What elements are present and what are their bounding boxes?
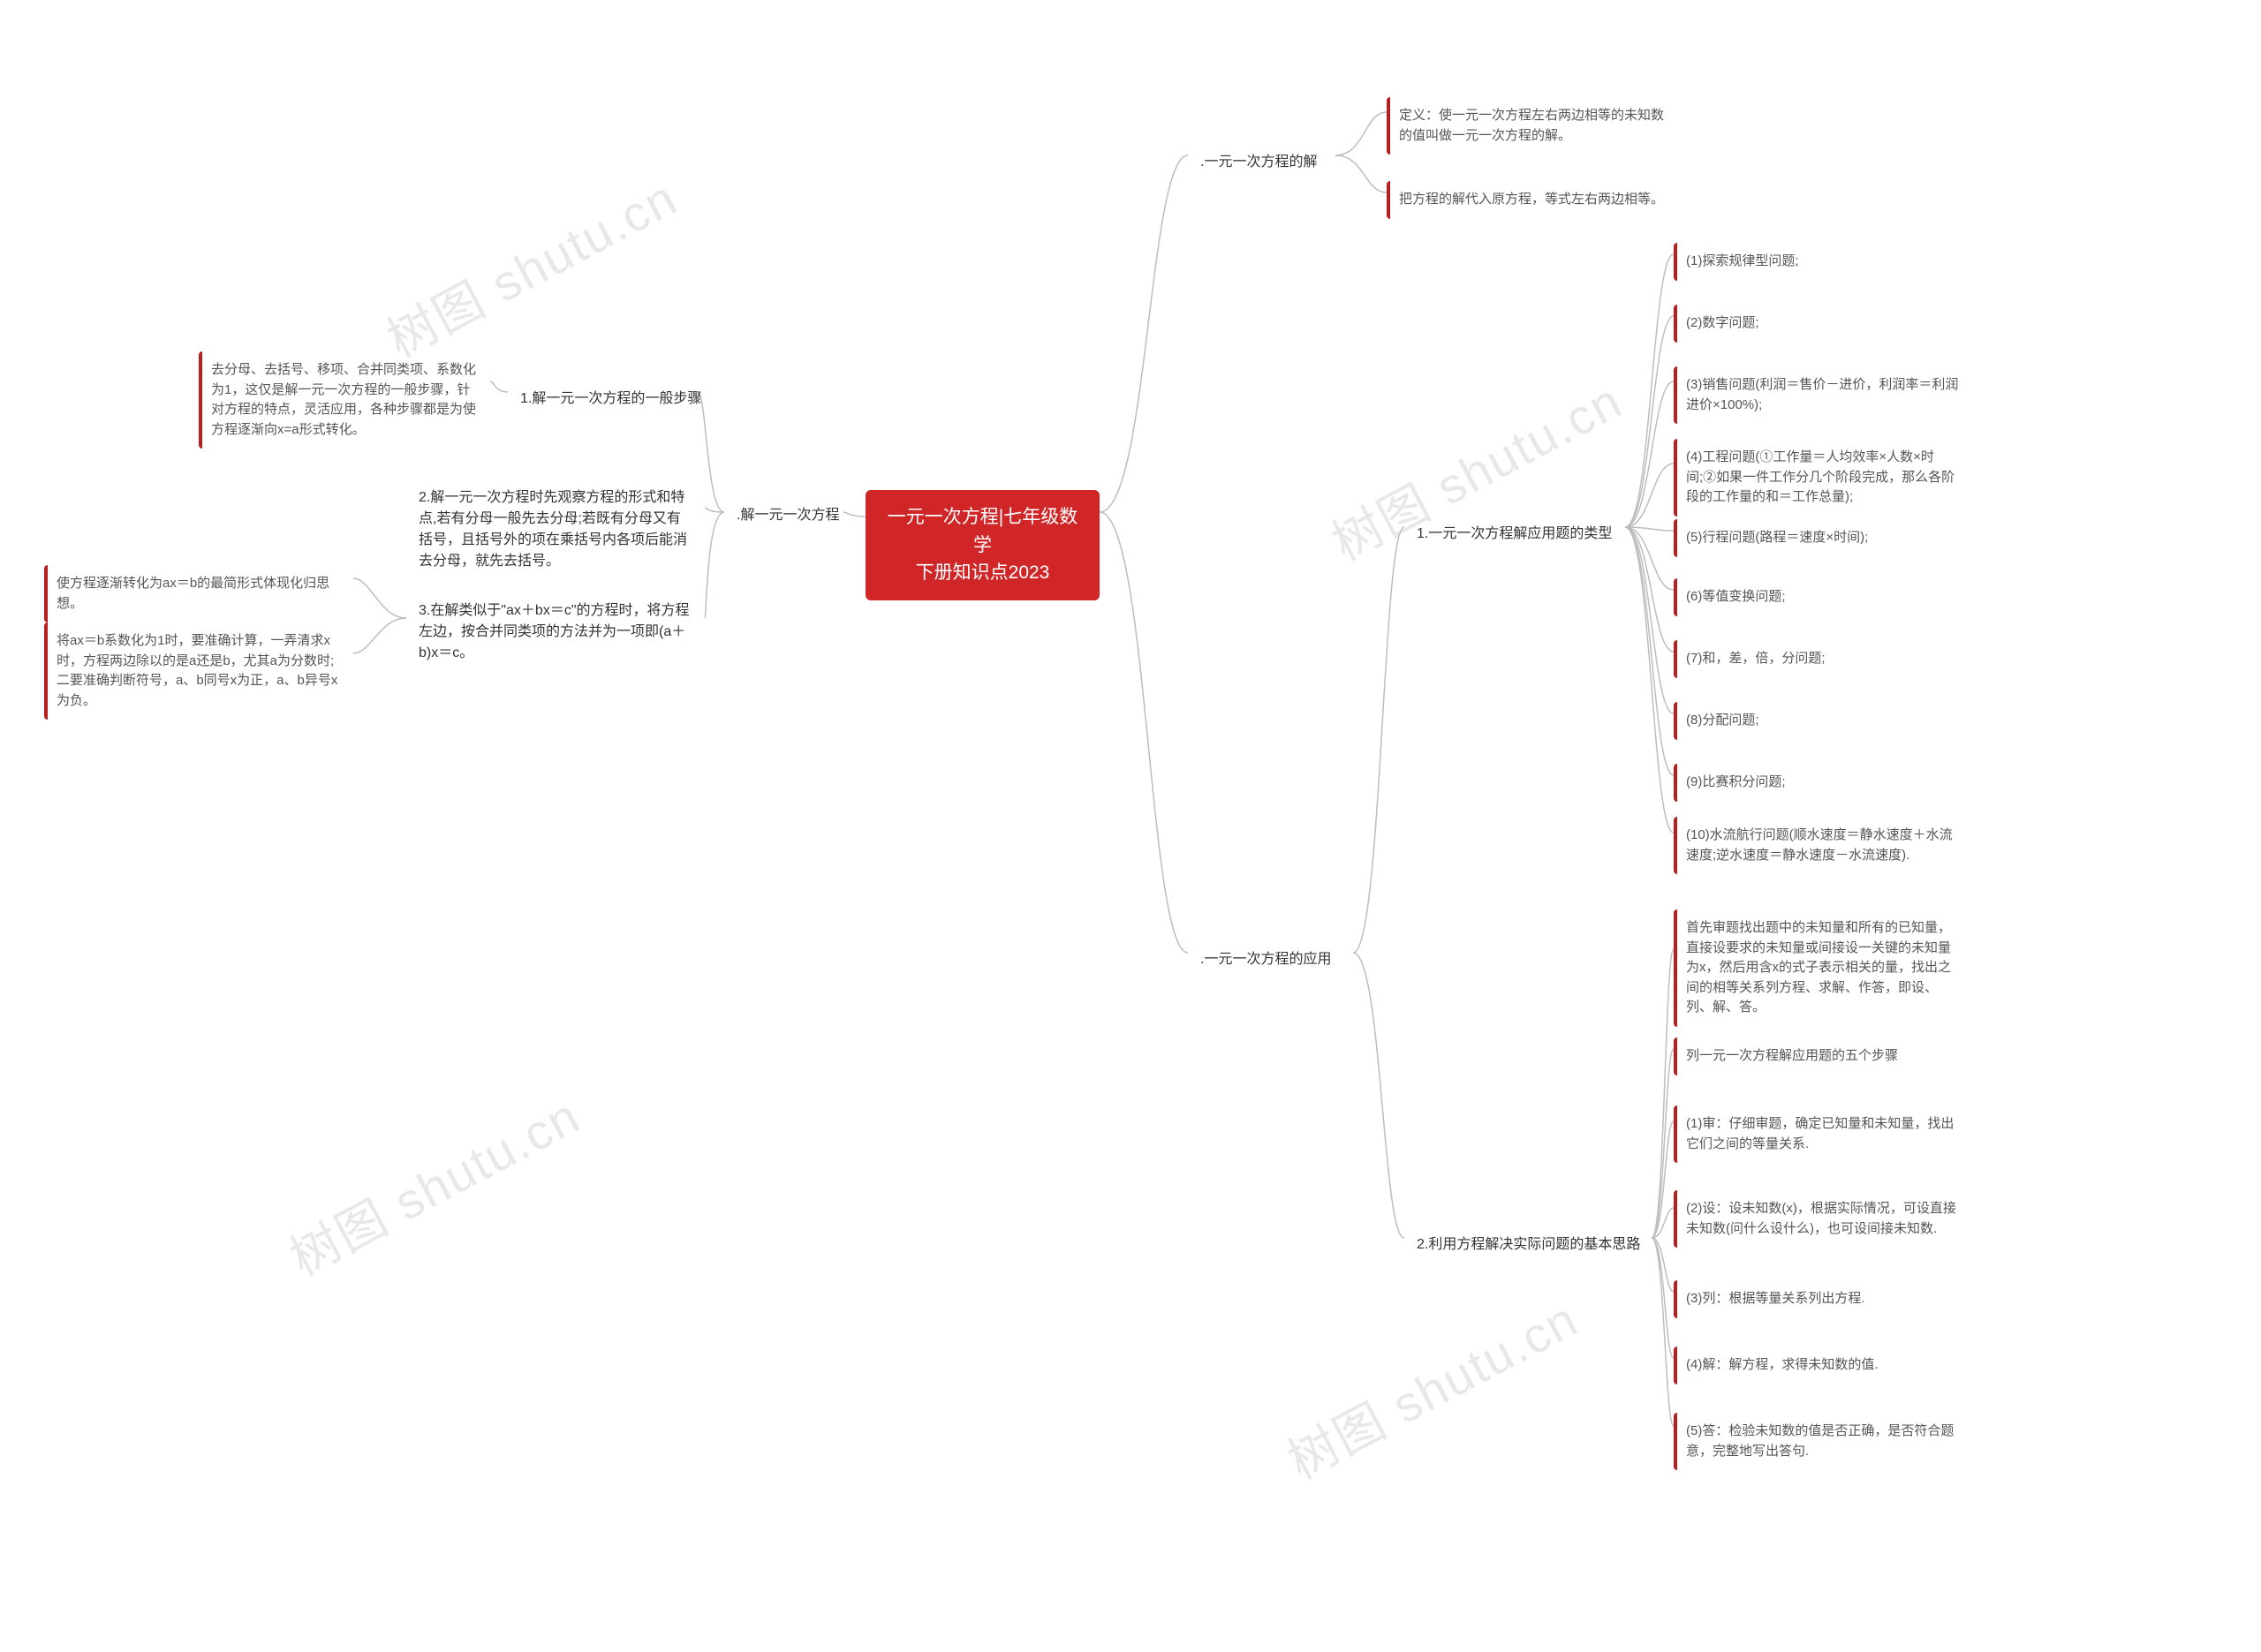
watermark: 树图 shutu.cn <box>373 159 688 372</box>
leaf-type-9: (9)比赛积分问题; <box>1674 764 1798 802</box>
leaf-coefficient: 将ax＝b系数化为1时，要准确计算，一弄清求x时，方程两边除以的是a还是b，尤其… <box>44 622 353 720</box>
leaf-type-7: (7)和，差，倍，分问题; <box>1674 640 1838 678</box>
node-label: 2.利用方程解决实际问题的基本思路 <box>1417 1237 1640 1252</box>
leaf-thinking-1: 首先审题找出题中的未知量和所有的已知量，直接设要求的未知量或间接设一关键的未知量… <box>1674 909 1974 1027</box>
leaf-thinking-7: (5)答：检验未知数的值是否正确，是否符合题意，完整地写出答句. <box>1674 1413 1974 1470</box>
branch-solve-equation: .解一元一次方程 <box>724 496 851 535</box>
node-label: 1.解一元一次方程的一般步骤 <box>520 391 701 406</box>
node-ax-bx-c: 3.在解类似于"ax＋bx＝c"的方程时，将方程左边，按合并同类项的方法并为一项… <box>406 592 707 673</box>
branch-label: .一元一次方程的解 <box>1200 155 1317 170</box>
leaf-text: (1)审：仔细审题，确定已知量和未知量，找出它们之间的等量关系. <box>1686 1116 1954 1151</box>
leaf-thinking-2: 列一元一次方程解应用题的五个步骤 <box>1674 1037 1910 1075</box>
leaf-thinking-4: (2)设：设未知数(x)，根据实际情况，可设直接未知数(问什么设什么)，也可设间… <box>1674 1190 1974 1248</box>
leaf-text: (3)列：根据等量关系列出方程. <box>1686 1291 1865 1306</box>
leaf-text: 定义：使一元一次方程左右两边相等的未知数的值叫做一元一次方程的解。 <box>1399 108 1664 143</box>
leaf-text: (4)工程问题(①工作量＝人均效率×人数×时间;②如果一件工作分几个阶段完成，那… <box>1686 449 1955 504</box>
leaf-text: (10)水流航行问题(顺水速度＝静水速度＋水流速度;逆水速度＝静水速度－水流速度… <box>1686 827 1953 863</box>
root-label: 一元一次方程|七年级数学下册知识点2023 <box>888 507 1078 583</box>
leaf-type-10: (10)水流航行问题(顺水速度＝静水速度＋水流速度;逆水速度＝静水速度－水流速度… <box>1674 817 1974 874</box>
leaf-type-4: (4)工程问题(①工作量＝人均效率×人数×时间;②如果一件工作分几个阶段完成，那… <box>1674 439 1974 517</box>
branch-application: .一元一次方程的应用 <box>1188 940 1343 979</box>
node-basic-thinking: 2.利用方程解决实际问题的基本思路 <box>1404 1226 1652 1264</box>
leaf-text: (4)解：解方程，求得未知数的值. <box>1686 1357 1879 1372</box>
node-app-types: 1.一元一次方程解应用题的类型 <box>1404 515 1624 554</box>
leaf-text: (5)答：检验未知数的值是否正确，是否符合题意，完整地写出答句. <box>1686 1423 1954 1459</box>
leaf-type-6: (6)等值变换问题; <box>1674 578 1798 616</box>
node-label: 1.一元一次方程解应用题的类型 <box>1417 526 1612 541</box>
leaf-thinking-5: (3)列：根据等量关系列出方程. <box>1674 1280 1878 1318</box>
watermark: 树图 shutu.cn <box>276 1077 591 1290</box>
leaf-text: 把方程的解代入原方程，等式左右两边相等。 <box>1399 192 1664 207</box>
leaf-text: 列一元一次方程解应用题的五个步骤 <box>1686 1048 1898 1063</box>
node-observe-form: 2.解一元一次方程时先观察方程的形式和特点,若有分母一般先去分母;若既有分母又有… <box>406 479 707 581</box>
branch-label: .一元一次方程的应用 <box>1200 952 1331 967</box>
leaf-text: (8)分配问题; <box>1686 713 1759 728</box>
leaf-simplify: 使方程逐渐转化为ax＝b的最简形式体现化归思想。 <box>44 565 353 622</box>
leaf-text: (7)和，差，倍，分问题; <box>1686 651 1826 666</box>
node-label: 2.解一元一次方程时先观察方程的形式和特点,若有分母一般先去分母;若既有分母又有… <box>419 490 687 569</box>
leaf-text: (5)行程问题(路程＝速度×时间); <box>1686 530 1868 545</box>
leaf-solution-def: 定义：使一元一次方程左右两边相等的未知数的值叫做一元一次方程的解。 <box>1387 97 1678 155</box>
watermark: 树图 shutu.cn <box>1274 1280 1589 1493</box>
branch-solution: .一元一次方程的解 <box>1188 143 1329 182</box>
leaf-type-2: (2)数字问题; <box>1674 305 1772 343</box>
leaf-text: (2)数字问题; <box>1686 315 1759 330</box>
leaf-type-8: (8)分配问题; <box>1674 702 1772 740</box>
leaf-text: 首先审题找出题中的未知量和所有的已知量，直接设要求的未知量或间接设一关键的未知量… <box>1686 920 1951 1015</box>
leaf-type-5: (5)行程问题(路程＝速度×时间); <box>1674 519 1880 557</box>
leaf-text: (1)探索规律型问题; <box>1686 253 1799 268</box>
leaf-text: 将ax＝b系数化为1时，要准确计算，一弄清求x时，方程两边除以的是a还是b，尤其… <box>57 633 337 708</box>
leaf-steps-detail: 去分母、去括号、移项、合并同类项、系数化为1，这仅是解一元一次方程的一般步骤，针… <box>199 351 490 449</box>
node-label: 3.在解类似于"ax＋bx＝c"的方程时，将方程左边，按合并同类项的方法并为一项… <box>419 603 690 660</box>
leaf-thinking-3: (1)审：仔细审题，确定已知量和未知量，找出它们之间的等量关系. <box>1674 1105 1974 1163</box>
leaf-text: 使方程逐渐转化为ax＝b的最简形式体现化归思想。 <box>57 576 329 611</box>
branch-label: .解一元一次方程 <box>737 508 839 523</box>
leaf-text: 去分母、去括号、移项、合并同类项、系数化为1，这仅是解一元一次方程的一般步骤，针… <box>211 362 476 437</box>
leaf-type-3: (3)销售问题(利润＝售价－进价，利润率＝利润进价×100%); <box>1674 366 1974 424</box>
leaf-text: (6)等值变换问题; <box>1686 589 1786 604</box>
leaf-text: (2)设：设未知数(x)，根据实际情况，可设直接未知数(问什么设什么)，也可设间… <box>1686 1201 1956 1236</box>
root-node: 一元一次方程|七年级数学下册知识点2023 <box>866 490 1100 600</box>
leaf-text: (3)销售问题(利润＝售价－进价，利润率＝利润进价×100%); <box>1686 377 1958 412</box>
leaf-thinking-6: (4)解：解方程，求得未知数的值. <box>1674 1346 1891 1384</box>
leaf-text: (9)比赛积分问题; <box>1686 774 1786 789</box>
node-steps-general: 1.解一元一次方程的一般步骤 <box>508 380 714 419</box>
leaf-type-1: (1)探索规律型问题; <box>1674 243 1811 281</box>
leaf-solution-check: 把方程的解代入原方程，等式左右两边相等。 <box>1387 181 1676 219</box>
